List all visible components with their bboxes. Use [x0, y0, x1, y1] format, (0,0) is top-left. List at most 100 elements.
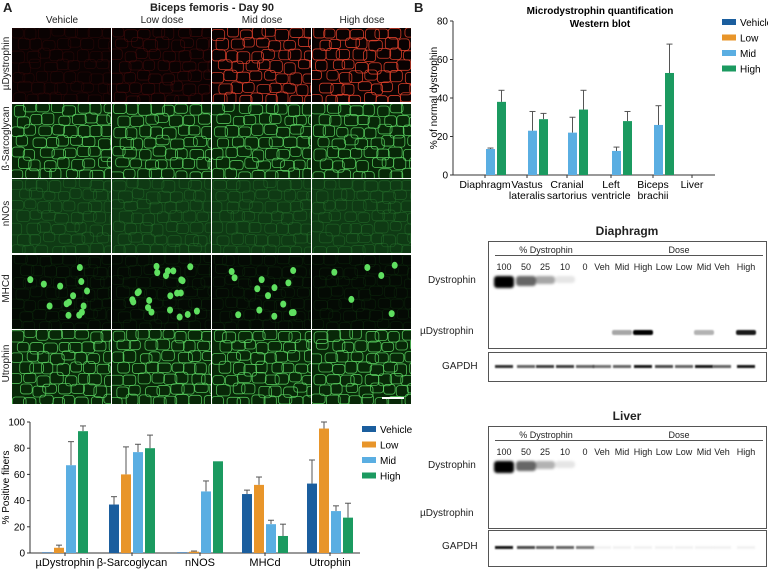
- muscle-fiber: [366, 353, 380, 364]
- tile-background: [212, 254, 311, 329]
- group-label-dose: Dose: [595, 430, 763, 441]
- muscle-fiber: [23, 372, 37, 384]
- gapdh-band: [613, 546, 631, 549]
- muscle-fiber: [256, 84, 272, 95]
- muscle-fiber: [326, 70, 339, 81]
- muscle-fiber: [39, 146, 55, 158]
- mhcd-positive-fiber: [179, 276, 186, 284]
- muscle-fiber: [289, 72, 303, 86]
- muscle-fiber: [70, 211, 84, 225]
- muscle-fiber: [19, 310, 34, 322]
- muscle-fiber: [168, 114, 183, 127]
- gapdh-band: [737, 365, 755, 368]
- x-tick-label: lateralis: [509, 190, 545, 202]
- muscle-fiber: [161, 27, 175, 40]
- mhcd-positive-fiber: [40, 280, 47, 288]
- muscle-fiber: [326, 145, 340, 158]
- micrograph-tile: [109, 252, 236, 344]
- muscle-fiber: [350, 374, 363, 386]
- micrograph-tile: [310, 102, 438, 194]
- mhcd-positive-fiber: [70, 291, 77, 299]
- bar-high: [213, 461, 223, 553]
- muscle-fiber: [178, 28, 192, 39]
- muscle-fiber: [74, 221, 87, 234]
- muscle-fiber: [131, 187, 145, 199]
- muscle-fiber: [146, 191, 161, 205]
- muscle-fiber: [215, 263, 229, 274]
- muscle-fiber: [267, 234, 281, 247]
- muscle-fiber: [387, 331, 400, 343]
- muscle-fiber: [371, 83, 383, 96]
- muscle-fiber: [389, 70, 403, 83]
- muscle-fiber: [328, 310, 341, 322]
- muscle-fiber: [396, 233, 412, 245]
- muscle-fiber: [17, 37, 31, 51]
- muscle-fiber: [396, 308, 410, 319]
- muscle-fiber: [183, 362, 197, 375]
- muscle-fiber: [280, 159, 295, 172]
- muscle-fiber: [182, 210, 197, 223]
- micrograph-tile: [210, 25, 339, 119]
- muscle-fiber: [111, 351, 125, 363]
- muscle-fiber: [145, 386, 160, 398]
- lane-label: Low: [675, 447, 693, 457]
- mhcd-positive-fiber: [154, 268, 161, 276]
- muscle-fiber: [52, 123, 65, 135]
- muscle-fiber: [255, 360, 268, 374]
- muscle-fiber: [228, 190, 241, 203]
- muscle-fiber: [162, 329, 175, 340]
- muscle-fiber: [89, 298, 103, 311]
- muscle-fiber: [378, 373, 392, 387]
- muscle-fiber: [144, 339, 159, 351]
- muscle-fiber: [289, 27, 304, 38]
- dystrophin-band: [494, 276, 514, 288]
- muscle-fiber: [36, 70, 48, 83]
- muscle-fiber: [330, 83, 345, 96]
- muscle-fiber: [43, 342, 58, 354]
- group-label-dystrophin: % Dystrophin: [495, 430, 597, 441]
- muscle-fiber: [238, 126, 252, 137]
- muscle-fiber: [194, 362, 207, 375]
- mhcd-positive-fiber: [148, 308, 155, 316]
- muscle-fiber: [55, 265, 71, 278]
- muscle-fiber: [369, 285, 384, 296]
- bar-mid: [266, 524, 276, 553]
- muscle-fiber: [288, 255, 304, 266]
- muscle-fiber: [84, 112, 98, 123]
- muscle-fiber: [349, 253, 362, 266]
- muscle-fiber: [22, 73, 35, 84]
- muscle-fiber: [244, 234, 258, 246]
- muscle-fiber: [364, 127, 377, 139]
- lane-label: Veh: [594, 262, 610, 272]
- x-tick-label: Cranial: [550, 179, 583, 191]
- muscle-fiber: [232, 382, 246, 395]
- muscle-fiber: [162, 73, 175, 86]
- muscle-fiber: [115, 38, 129, 49]
- mhcd-positive-fiber: [145, 303, 152, 311]
- muscle-fiber: [236, 180, 251, 193]
- micrograph-tile: [211, 328, 338, 421]
- muscle-fiber: [170, 307, 184, 319]
- muscle-fiber: [269, 309, 283, 323]
- muscle-fiber: [350, 147, 363, 159]
- x-tick-label: Vastus: [511, 179, 542, 191]
- muscle-fiber: [271, 362, 285, 374]
- muscle-fiber: [124, 255, 137, 267]
- muscle-fiber: [319, 384, 332, 396]
- muscle-fiber: [389, 352, 405, 364]
- muscle-fiber: [283, 62, 296, 75]
- muscle-fiber: [242, 82, 255, 93]
- muscle-fiber: [112, 330, 126, 342]
- muscle-fiber: [388, 274, 403, 286]
- blot-membrane: [488, 241, 767, 349]
- muscle-fiber: [182, 83, 197, 96]
- muscle-fiber: [197, 286, 211, 298]
- muscle-fiber: [161, 180, 176, 193]
- muscle-fiber: [243, 308, 256, 321]
- muscle-fiber: [41, 210, 56, 221]
- muscle-fiber: [82, 157, 96, 168]
- muscle-fiber: [58, 115, 71, 126]
- muscle-fiber: [93, 189, 108, 202]
- muscle-fiber: [62, 104, 76, 116]
- muscle-fiber: [128, 339, 141, 351]
